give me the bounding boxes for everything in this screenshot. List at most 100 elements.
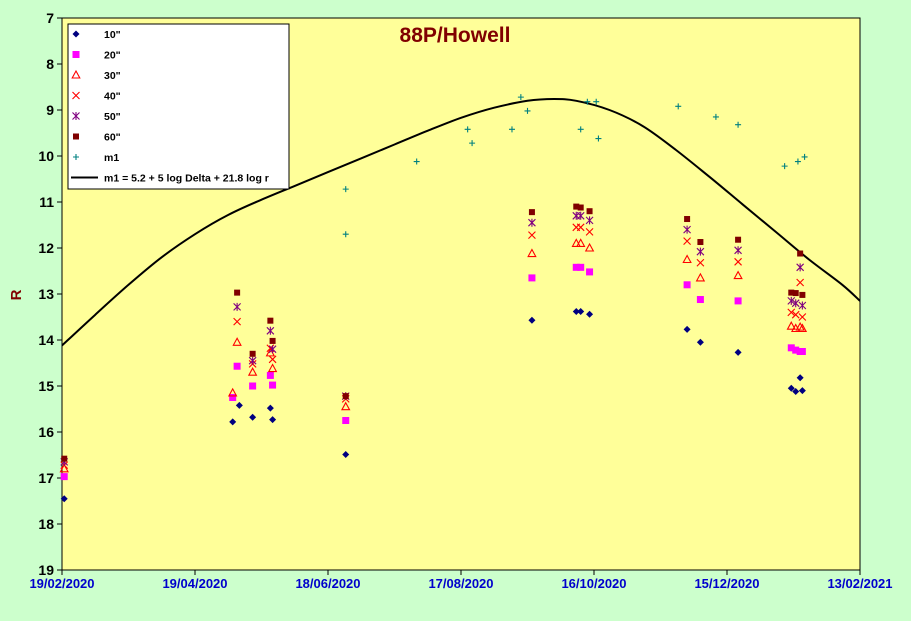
data-point-series-1 xyxy=(683,281,691,289)
data-point-series-0 xyxy=(342,451,350,459)
legend-label: 40" xyxy=(104,91,121,103)
y-tick-label: 18 xyxy=(38,516,54,532)
y-tick-label: 10 xyxy=(38,148,54,164)
data-point-series-4 xyxy=(528,218,536,227)
data-point-series-5 xyxy=(267,317,274,324)
data-point-series-1 xyxy=(342,417,350,424)
data-point-series-1 xyxy=(792,346,800,354)
legend-marker xyxy=(72,91,80,100)
data-point-series-0 xyxy=(798,387,806,395)
y-tick-label: 8 xyxy=(46,56,54,72)
data-point-series-0 xyxy=(796,374,804,382)
data-point-series-4 xyxy=(734,246,742,255)
data-point-series-2 xyxy=(584,242,595,252)
legend-box xyxy=(67,23,290,190)
y-tick-label: 11 xyxy=(39,194,54,210)
data-point-series-3 xyxy=(233,317,242,326)
legend: 10" 20" 30" 40" 50" 60" m1 m1 = 5.2 + 5 log Del… xyxy=(67,23,290,190)
data-point-series-6 xyxy=(524,107,531,114)
data-point-series-3 xyxy=(696,258,705,267)
data-point-series-3 xyxy=(268,355,277,364)
x-tick-label: 19/02/2020 xyxy=(29,576,94,591)
data-point-series-6 xyxy=(712,113,719,120)
data-point-series-4 xyxy=(576,211,585,220)
legend-marker xyxy=(72,51,80,58)
legend-label: 10" xyxy=(104,29,121,41)
data-point-series-0 xyxy=(266,404,274,412)
data-point-series-1 xyxy=(229,394,237,401)
data-point-series-4 xyxy=(268,345,277,354)
data-point-series-5 xyxy=(799,291,806,298)
data-point-series-2 xyxy=(571,238,581,247)
data-point-series-6 xyxy=(464,126,471,133)
data-point-series-0 xyxy=(572,307,580,315)
data-point-series-6 xyxy=(595,135,602,142)
data-point-series-0 xyxy=(696,338,704,346)
data-point-series-4 xyxy=(796,263,805,272)
y-tick-label: 12 xyxy=(38,240,54,256)
data-point-series-1 xyxy=(696,296,704,304)
data-point-series-1 xyxy=(60,473,68,481)
data-point-series-1 xyxy=(572,263,580,271)
data-point-series-6 xyxy=(413,158,420,165)
data-point-series-6 xyxy=(517,94,524,101)
data-point-series-4 xyxy=(798,301,807,310)
legend-label: 20" xyxy=(104,50,121,62)
legend-marker xyxy=(72,30,80,38)
x-tick-label: 17/08/2020 xyxy=(428,576,493,591)
legend-marker xyxy=(73,133,79,140)
data-point-series-0 xyxy=(586,310,594,318)
data-point-series-6 xyxy=(577,126,584,133)
y-axis: 7 8 9 10 11 12 13 14 15 16 17 18 19 xyxy=(38,10,62,578)
data-point-series-3 xyxy=(791,310,800,319)
data-point-series-0 xyxy=(577,307,585,315)
data-point-series-3 xyxy=(798,313,807,321)
data-point-series-1 xyxy=(528,274,536,282)
x-tick-label: 15/12/2020 xyxy=(694,576,759,591)
legend-marker xyxy=(71,69,81,79)
y-axis-label: R xyxy=(8,289,25,300)
data-point-series-2 xyxy=(527,248,537,258)
data-point-series-2 xyxy=(247,367,258,376)
data-point-series-6 xyxy=(593,98,600,105)
data-point-series-2 xyxy=(733,270,743,280)
data-point-series-3 xyxy=(787,308,796,317)
data-point-series-4 xyxy=(787,296,796,305)
chart-title: 88P/Howell xyxy=(400,24,511,47)
y-tick-label: 16 xyxy=(38,424,54,440)
data-point-series-1 xyxy=(734,297,742,305)
data-point-series-4 xyxy=(585,216,594,225)
data-point-series-2 xyxy=(59,463,69,473)
data-point-series-4 xyxy=(266,326,275,335)
y-tick-label: 7 xyxy=(46,10,54,26)
data-point-series-1 xyxy=(798,348,806,355)
data-point-series-6 xyxy=(801,153,808,160)
data-point-series-2 xyxy=(695,272,706,282)
x-axis: 19/02/2020 19/04/2020 18/06/2020 17/08/2020… xyxy=(29,570,893,591)
data-point-series-0 xyxy=(249,413,257,421)
data-point-series-4 xyxy=(696,247,705,256)
data-point-series-3 xyxy=(585,228,594,236)
legend-label: 60" xyxy=(104,132,121,144)
y-tick-label: 9 xyxy=(46,102,54,118)
data-point-series-6 xyxy=(675,103,682,110)
data-point-series-0 xyxy=(269,416,277,424)
data-point-series-5 xyxy=(269,337,276,344)
data-point-series-0 xyxy=(792,388,800,396)
data-point-series-6 xyxy=(469,140,476,147)
data-point-series-1 xyxy=(586,268,594,276)
legend-label: 50" xyxy=(104,111,121,123)
data-point-series-3 xyxy=(734,257,742,266)
data-point-series-5 xyxy=(792,290,799,297)
data-point-series-2 xyxy=(797,323,808,333)
data-point-series-4 xyxy=(683,225,691,234)
data-point-series-3 xyxy=(796,278,805,287)
x-tick-label: 19/04/2020 xyxy=(162,576,227,591)
y-tick-label: 17 xyxy=(38,470,54,486)
data-point-series-6 xyxy=(584,98,591,105)
data-point-series-0 xyxy=(734,348,742,356)
data-point-series-6 xyxy=(342,231,349,238)
data-point-series-5 xyxy=(586,208,593,215)
x-tick-label: 16/10/2020 xyxy=(561,576,626,591)
